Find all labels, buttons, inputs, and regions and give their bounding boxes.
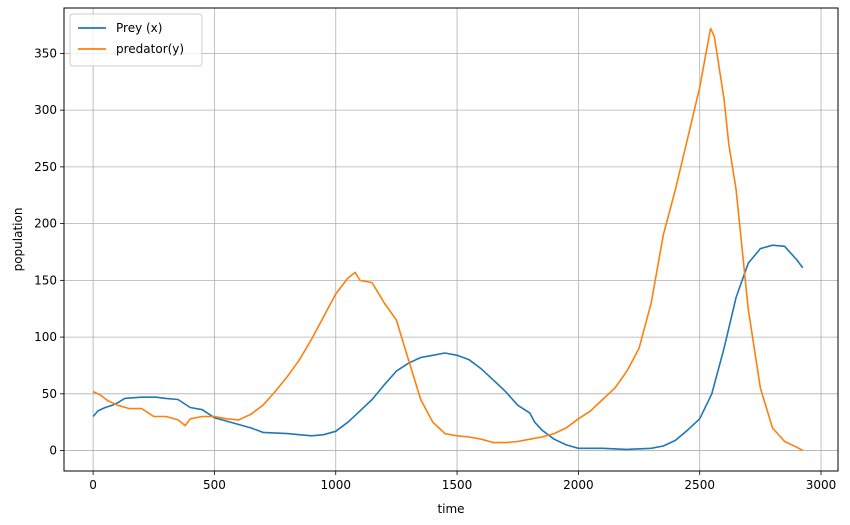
- x-tick-label: 3000: [806, 478, 837, 492]
- y-tick-label: 150: [34, 273, 57, 287]
- y-axis-title: population: [11, 208, 25, 272]
- series-line-prey: [92, 244, 804, 451]
- y-tick-label: 0: [49, 444, 57, 458]
- x-tick-label: 2000: [563, 478, 594, 492]
- x-tick-label: 1000: [320, 478, 351, 492]
- y-tick-label: 250: [34, 160, 57, 174]
- ticks: 0 500 1000 1500 2000 2500 3000 0 50 100 150 200 250 3…: [34, 46, 836, 492]
- legend-label-predator: predator(y): [116, 42, 184, 56]
- y-tick-label: 200: [34, 217, 57, 231]
- plot-frame: [63, 7, 839, 472]
- x-tick-label: 0: [89, 478, 97, 492]
- legend: Prey (x) predator(y): [69, 13, 203, 67]
- x-axis-title: time: [437, 502, 464, 516]
- y-tick-label: 50: [42, 387, 57, 401]
- y-tick-label: 100: [34, 330, 57, 344]
- x-tick-label: 500: [203, 478, 226, 492]
- series-line-predator: [92, 27, 804, 452]
- series-layer: [92, 27, 804, 452]
- y-tick-label: 300: [34, 103, 57, 117]
- legend-box: [69, 13, 203, 67]
- x-tick-label: 2500: [684, 478, 715, 492]
- y-tick-label: 350: [34, 46, 57, 60]
- legend-label-prey: Prey (x): [116, 21, 162, 35]
- x-tick-label: 1500: [442, 478, 473, 492]
